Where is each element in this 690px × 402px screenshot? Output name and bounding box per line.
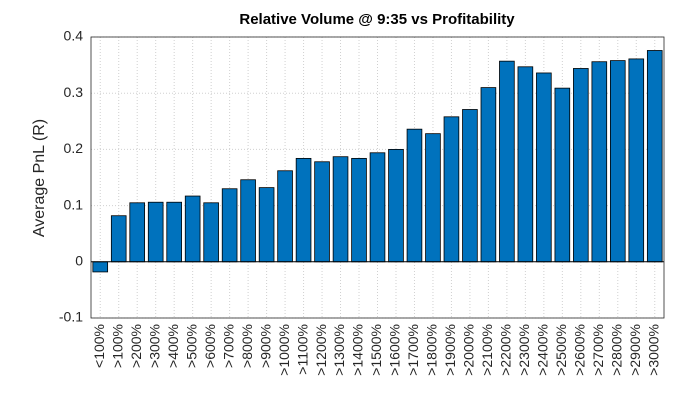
x-tick-label: >400%	[165, 324, 181, 368]
chart-title: Relative Volume @ 9:35 vs Profitability	[239, 11, 515, 28]
y-tick-label: -0.1	[59, 309, 83, 325]
x-tick-label: >1600%	[387, 324, 403, 376]
x-tick-label: >2200%	[498, 324, 514, 376]
x-tick-label: >2300%	[516, 324, 532, 376]
x-tick-label: >1400%	[350, 324, 366, 376]
bar	[332, 156, 349, 263]
y-tick-label: 0.4	[64, 28, 84, 44]
bar	[258, 187, 275, 263]
bar	[295, 157, 312, 263]
x-tick-label: >300%	[146, 324, 162, 368]
bar	[462, 109, 478, 263]
bar	[591, 61, 608, 263]
bar	[536, 72, 552, 263]
x-tick-label: >600%	[202, 324, 218, 368]
bar	[554, 87, 571, 263]
bar	[443, 116, 460, 263]
x-tick-label: >700%	[220, 324, 236, 368]
y-tick-label: 0.1	[64, 196, 84, 212]
y-axis-label: Average PnL (R)	[31, 119, 48, 237]
x-tick-label: >2600%	[572, 324, 588, 376]
x-tick-label: >1900%	[442, 324, 458, 376]
bar	[110, 215, 127, 263]
x-tick-label: >2500%	[553, 324, 569, 376]
x-tick-label: >3000%	[645, 324, 661, 376]
bar	[277, 170, 293, 263]
bar	[314, 161, 330, 263]
x-tick-label: >100%	[109, 324, 125, 368]
x-tick-label: >2900%	[627, 324, 643, 376]
x-tick-label: >1800%	[424, 324, 440, 376]
x-tick-label: >2400%	[535, 324, 551, 376]
x-tick-label: >2800%	[608, 324, 624, 376]
bar	[147, 201, 164, 263]
bar	[240, 179, 256, 263]
x-tick-label: >200%	[128, 324, 144, 368]
x-tick-label: >900%	[257, 324, 273, 368]
bar	[517, 66, 534, 263]
x-tick-label: >1200%	[313, 324, 329, 376]
y-tick-label: 0.3	[64, 84, 84, 100]
bar	[221, 188, 238, 263]
bar	[609, 60, 626, 263]
bar	[129, 202, 146, 263]
bar	[646, 50, 663, 263]
bar	[480, 87, 497, 263]
bar	[388, 148, 404, 263]
plot-frame	[90, 36, 665, 319]
x-tick-label: >2700%	[590, 324, 606, 376]
x-tick-label: >800%	[239, 324, 255, 368]
bar	[203, 202, 219, 263]
x-tick-label: >500%	[183, 324, 199, 368]
x-tick-label: >1100%	[294, 324, 310, 375]
x-tick-label: >1000%	[276, 324, 292, 376]
bar	[406, 128, 423, 263]
bar	[184, 195, 201, 263]
y-tick-label: 0.2	[64, 140, 84, 156]
bar	[499, 60, 515, 263]
x-tick-label: >2000%	[461, 324, 477, 376]
bar	[628, 58, 645, 263]
x-tick-label: >1500%	[368, 324, 384, 376]
bar	[573, 68, 589, 263]
x-tick-label: >1300%	[331, 324, 347, 376]
bar	[166, 201, 182, 263]
bar	[351, 157, 367, 263]
x-tick-label: >2100%	[479, 324, 495, 376]
x-tick-label: >1700%	[405, 324, 421, 376]
bar	[92, 261, 109, 273]
x-tick-label: <100%	[91, 324, 107, 368]
bar	[425, 133, 441, 263]
y-tick-label: 0	[75, 253, 83, 269]
bar	[369, 152, 386, 263]
